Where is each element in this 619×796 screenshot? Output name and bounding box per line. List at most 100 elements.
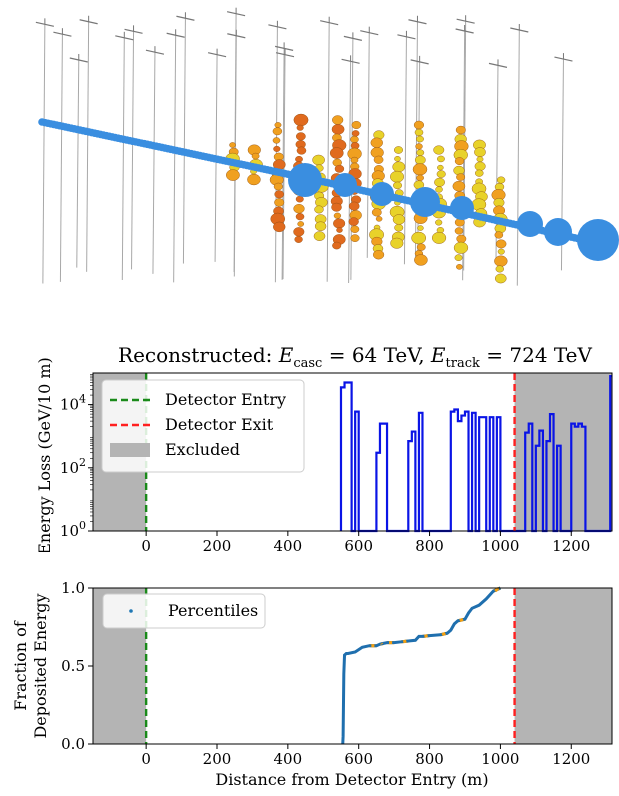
- y-tick-label: 1.0: [61, 579, 85, 597]
- dom-hit: [496, 176, 506, 184]
- dom-hit: [416, 149, 425, 156]
- dom-hit: [414, 254, 428, 266]
- dom-hit: [371, 208, 382, 217]
- percentile-highlight: [459, 617, 464, 623]
- dom-hit: [247, 173, 261, 186]
- dom-hit: [476, 156, 484, 163]
- dom-hit: [414, 155, 426, 165]
- dom-hit: [412, 163, 428, 176]
- dom-hit: [416, 174, 424, 182]
- dom-hit: [333, 218, 346, 229]
- y-tick-label: 100: [60, 519, 86, 540]
- detector-string: [182, 18, 186, 264]
- y-tick-label: 0.0: [61, 735, 85, 753]
- x-tick-label: 600: [344, 537, 373, 552]
- dom-hit: [417, 225, 424, 231]
- dom-hit: [452, 180, 466, 192]
- dom-hit: [273, 182, 283, 191]
- dom-hit: [314, 221, 327, 232]
- energy-deposit-sphere: [517, 211, 543, 237]
- legend: Percentiles: [102, 593, 266, 629]
- dom-hit: [494, 231, 504, 239]
- x-tick-label: 1000: [481, 750, 519, 768]
- dom-hit: [495, 239, 507, 249]
- detector-string: [173, 35, 177, 283]
- legend-label: Percentiles: [168, 601, 258, 620]
- dom-hit: [229, 142, 236, 148]
- y-axis-title-line-1: Fraction of: [11, 620, 30, 710]
- x-tick-label: 800: [415, 750, 444, 768]
- detector-string: [76, 59, 80, 268]
- dom-hit: [497, 248, 505, 255]
- dom-hit: [373, 250, 385, 260]
- y-axis-title: Energy Loss (GeV/10 m): [35, 357, 54, 552]
- dom-hit: [296, 132, 306, 141]
- dom-hit: [495, 273, 507, 284]
- dom-hit: [394, 156, 401, 162]
- dom-hit: [435, 219, 443, 226]
- legend-box: [102, 593, 266, 629]
- legend-marker: [129, 609, 133, 613]
- dom-hit: [436, 170, 446, 178]
- dom-hit: [456, 264, 463, 270]
- dom-hit: [272, 127, 283, 136]
- dom-hit: [296, 146, 307, 155]
- excluded-region: [514, 588, 612, 744]
- x-tick-label: 800: [415, 537, 444, 552]
- dom-hit: [413, 120, 424, 130]
- dom-hit: [437, 155, 445, 163]
- x-tick-label: 200: [203, 537, 232, 552]
- dom-hit: [390, 170, 404, 183]
- dom-hit: [273, 145, 281, 152]
- energy-deposit-sphere: [370, 182, 394, 206]
- x-tick-label: 400: [274, 750, 303, 768]
- dom-hit: [293, 227, 305, 237]
- dom-hit: [454, 227, 464, 235]
- detector-string: [42, 24, 46, 284]
- percentile-highlight: [494, 586, 500, 593]
- dom-hit: [251, 152, 260, 160]
- dom-hit: [474, 147, 486, 158]
- dom-hit: [415, 143, 423, 150]
- dom-hit: [297, 221, 305, 227]
- dom-hit: [475, 169, 484, 177]
- detector-string: [131, 31, 135, 270]
- legend-swatch: [110, 443, 150, 457]
- dom-hit: [351, 121, 362, 129]
- x-tick-label: 1200: [552, 537, 590, 552]
- dom-hit: [495, 265, 504, 273]
- x-tick-label: 600: [344, 750, 373, 768]
- detector-string: [403, 36, 407, 265]
- energy-deposit-sphere: [288, 163, 322, 197]
- plot-frame: [92, 372, 613, 532]
- dom-hit: [453, 241, 469, 254]
- y-axis-title-line-2: Deposited Energy: [31, 593, 50, 738]
- dom-hit: [274, 122, 282, 128]
- dom-hit: [314, 205, 324, 214]
- energy-loss-series: [339, 374, 612, 533]
- energy-deposit-sphere: [333, 173, 357, 197]
- dom-hit: [394, 146, 403, 154]
- chart-title: Reconstructed: Ecasc = 64 TeV, Etrack = …: [118, 343, 593, 371]
- muon-track: [38, 118, 619, 261]
- detector-string: [121, 37, 125, 281]
- legend-label: Excluded: [165, 440, 240, 459]
- dom-hit: [392, 161, 406, 173]
- x-tick-label: 0: [141, 750, 151, 768]
- x-tick-label: 0: [141, 537, 151, 552]
- dom-hit: [333, 212, 342, 219]
- dom-hit: [456, 173, 466, 181]
- dom-hit: [274, 190, 285, 199]
- dom-hit: [348, 217, 359, 226]
- y-tick-label: 0.5: [61, 657, 85, 675]
- dom-hit: [350, 135, 359, 143]
- dom-hit: [293, 204, 305, 214]
- dom-hit: [454, 254, 463, 261]
- x-tick-label: 400: [274, 537, 303, 552]
- cumulative-fraction-series: [341, 586, 502, 745]
- dom-hit: [294, 235, 303, 243]
- energy-deposit-sphere: [544, 218, 572, 246]
- x-tick-label: 1200: [552, 750, 590, 768]
- dom-hit: [455, 125, 466, 135]
- dom-hit: [295, 155, 303, 163]
